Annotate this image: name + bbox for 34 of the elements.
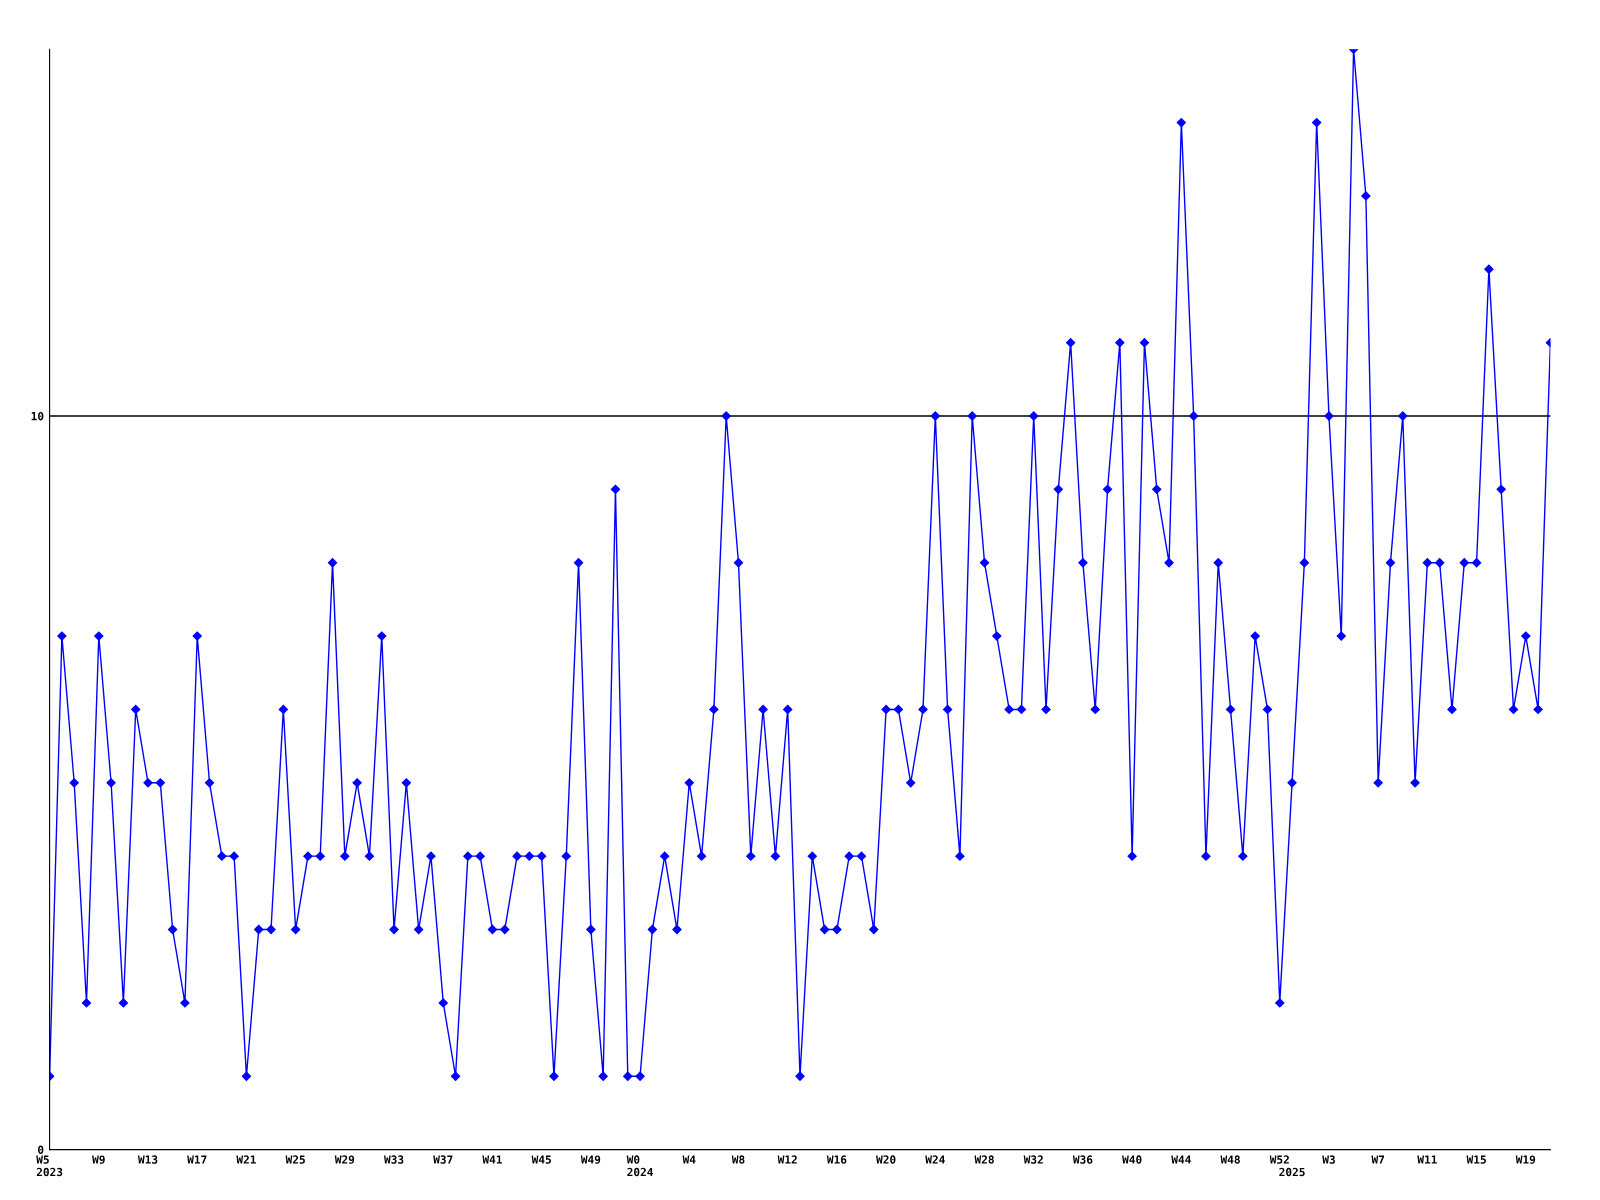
x-tick-label: W49 (580, 1155, 601, 1164)
x-tick-label: W37 (433, 1155, 453, 1164)
x-tick-label: 2025 (1279, 1167, 1305, 1177)
x-tick-label: W28 (974, 1155, 994, 1164)
x-tick-label: W13 (137, 1155, 158, 1164)
x-tick-label: W9 (92, 1155, 105, 1164)
x-tick-label: W4 (682, 1155, 696, 1164)
x-tick-label: W32 (1023, 1155, 1043, 1164)
x-tick-label: W48 (1220, 1155, 1240, 1164)
y-tick-label: 0 (38, 1145, 44, 1154)
x-tick-label: W3 (1322, 1155, 1335, 1164)
x-tick-label: W40 (1122, 1155, 1142, 1164)
x-tick-label: W8 (731, 1155, 745, 1164)
x-tick-label: W52 (1269, 1155, 1289, 1164)
x-tick-label: W11 (1417, 1155, 1437, 1164)
x-tick-label: W7 (1371, 1155, 1385, 1164)
x-tick-label: W19 (1515, 1155, 1536, 1164)
x-tick-label: W5 2023 (36, 1155, 63, 1177)
x-tick-label: W0 2024 (626, 1155, 653, 1177)
x-tick-label: W16 (826, 1155, 847, 1164)
x-tick-label: W33 (384, 1155, 404, 1164)
x-tick-label: W41 (482, 1155, 502, 1164)
x-tick-label: W44 (1171, 1155, 1191, 1164)
x-tick-label: W45 (531, 1155, 551, 1164)
x-tick-label: W20 (876, 1155, 896, 1164)
x-tick-label: W24 (925, 1155, 945, 1164)
x-tick-label: W25 (285, 1155, 305, 1164)
x-tick-label: W17 (187, 1155, 207, 1164)
x-tick-label: W12 (777, 1155, 797, 1164)
x-tick-label: W29 (334, 1155, 355, 1164)
x-tick-label: W15 (1466, 1155, 1486, 1164)
x-tick-label: W36 (1072, 1155, 1093, 1164)
x-tick-label: W21 (236, 1155, 256, 1164)
y-tick-label: 10 (31, 411, 44, 421)
